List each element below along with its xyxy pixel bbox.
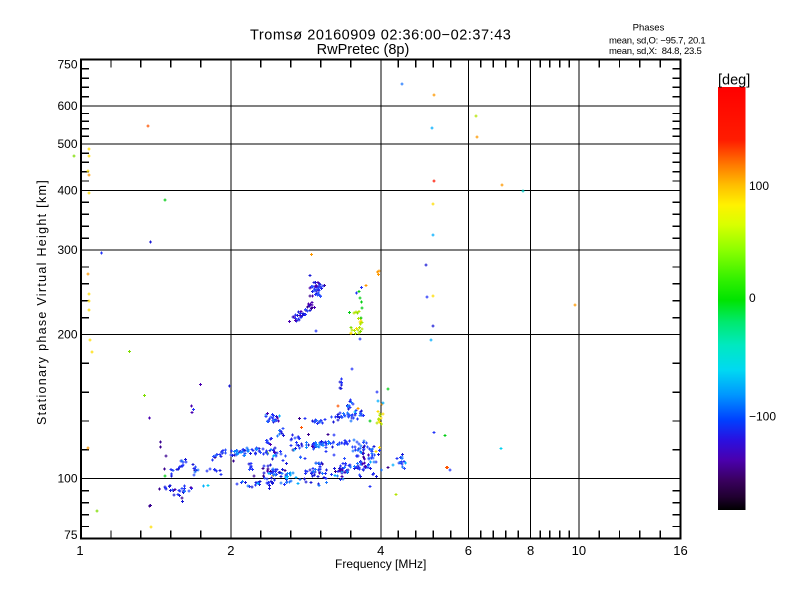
svg-text:Stationary phase Virtual Heigh: Stationary phase Virtual Height [km] (35, 179, 49, 425)
svg-text:75: 75 (64, 528, 78, 542)
svg-text:100: 100 (57, 472, 77, 486)
svg-text:200: 200 (57, 328, 77, 342)
svg-text:1: 1 (76, 543, 83, 558)
svg-text:8: 8 (527, 543, 534, 558)
svg-text:Phases: Phases (633, 23, 665, 34)
svg-text:0: 0 (749, 291, 756, 305)
svg-text:RwPretec (8p): RwPretec (8p) (317, 42, 410, 58)
svg-text:400: 400 (57, 183, 77, 197)
svg-text:16: 16 (673, 543, 687, 558)
svg-text:−100: −100 (749, 410, 776, 424)
svg-text:2: 2 (227, 543, 234, 558)
svg-text:100: 100 (749, 179, 769, 193)
svg-text:Tromsø 20160909 02:36:00−02:37: Tromsø 20160909 02:36:00−02:37:43 (250, 28, 511, 44)
svg-text:[deg]: [deg] (718, 73, 750, 89)
svg-text:4: 4 (377, 543, 384, 558)
svg-text:300: 300 (57, 243, 77, 257)
svg-text:mean, sd,O: −95.7, 20.1: mean, sd,O: −95.7, 20.1 (609, 36, 705, 47)
svg-text:6: 6 (465, 543, 472, 558)
svg-text:mean, sd,X: 84.8, 23.5: mean, sd,X: 84.8, 23.5 (609, 46, 701, 57)
svg-text:10: 10 (572, 543, 586, 558)
svg-text:600: 600 (57, 99, 77, 113)
svg-text:500: 500 (57, 137, 77, 151)
svg-text:750: 750 (57, 58, 77, 72)
svg-text:Frequency [MHz]: Frequency [MHz] (335, 557, 426, 571)
